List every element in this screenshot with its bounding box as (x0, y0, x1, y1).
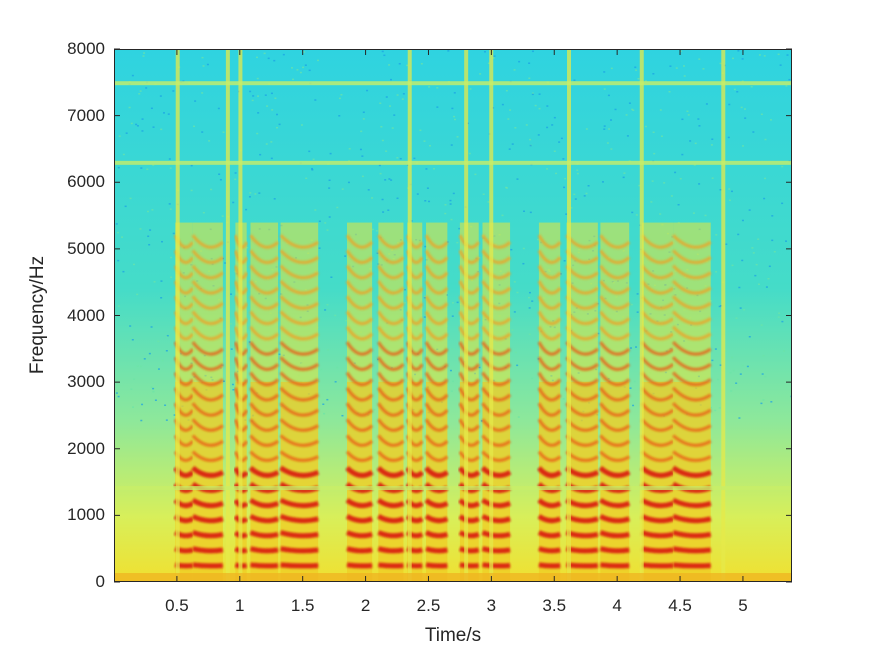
y-tick-label: 2000 (67, 438, 105, 458)
x-tick-label: 2 (360, 596, 371, 615)
y-tick-label: 8000 (67, 39, 105, 58)
y-axis-label: Frequency/Hz (27, 255, 48, 375)
x-tick-label: 2.5 (416, 596, 441, 615)
x-axis-label: Time/s (424, 625, 482, 646)
plot-area (114, 49, 792, 582)
y-tick-label: 5000 (67, 238, 105, 258)
spectrogram-image (115, 50, 791, 581)
y-tick-label: 4000 (67, 305, 105, 325)
y-tick-label: 3000 (67, 372, 105, 392)
x-tick-label: 1 (235, 596, 245, 615)
x-tick-label: 3 (486, 596, 497, 615)
x-tick-label: 4 (612, 596, 622, 615)
x-tick-label: 4.5 (668, 596, 692, 615)
y-tick-label: 0 (95, 572, 105, 591)
y-tick-label: 1000 (67, 505, 105, 525)
x-tick-label: 3.5 (542, 596, 567, 615)
x-tick-label: 0.5 (165, 596, 189, 615)
x-tick-label: 5 (738, 596, 748, 615)
y-tick-label: 6000 (67, 172, 105, 192)
y-tick-label: 7000 (67, 105, 105, 125)
x-tick-label: 1.5 (290, 596, 315, 615)
